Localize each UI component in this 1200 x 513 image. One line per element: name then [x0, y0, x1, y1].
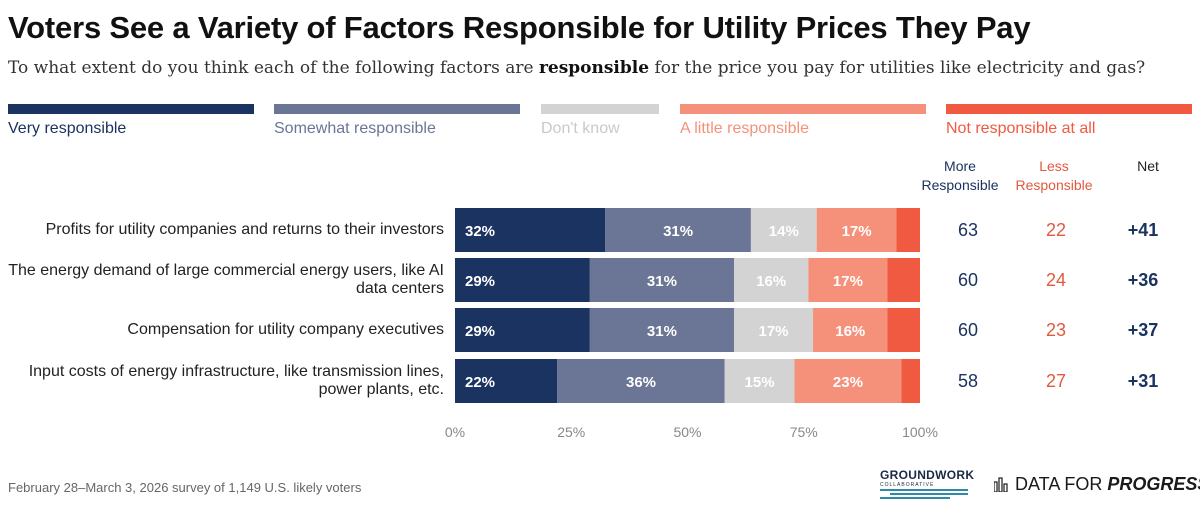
less-responsible-header: Less Responsible: [1015, 158, 1093, 193]
data-label: 32%: [465, 223, 495, 240]
page-title: Voters See a Variety of Factors Responsi…: [8, 10, 1031, 45]
less-responsible-value: 27: [1045, 371, 1067, 391]
x-tick-label: 50%: [673, 424, 701, 440]
net-value: +31: [1127, 371, 1159, 391]
legend-item: Don't know: [541, 104, 659, 144]
less-responsible-value: 23: [1045, 320, 1067, 340]
legend-label: Not responsible at all: [946, 120, 1096, 137]
legend-label: Somewhat responsible: [274, 120, 436, 137]
more-responsible-value: 63: [957, 220, 979, 240]
bar-segment: [887, 308, 920, 352]
data-label: 36%: [626, 374, 656, 391]
legend-label: A little responsible: [680, 120, 809, 137]
data-label: 17%: [759, 323, 789, 340]
legend-item: Not responsible at all: [946, 104, 1192, 144]
data-label: 16%: [835, 323, 865, 340]
data-for-progress-logo: DATA FOR PROGRESS: [993, 474, 1200, 495]
net-value: +36: [1127, 270, 1159, 290]
bar-chart-icon: [993, 477, 1008, 493]
groundwork-stripes-icon: [880, 489, 968, 499]
bar-segment: [589, 308, 734, 352]
more-responsible-value: 58: [957, 371, 979, 391]
data-label: 22%: [465, 374, 495, 391]
bar-segment: [455, 359, 558, 403]
legend-swatch: [946, 104, 1192, 114]
legend-item: A little responsible: [680, 104, 926, 144]
x-tick-label: 25%: [557, 424, 585, 440]
bar-segment: [455, 208, 606, 252]
data-label: 29%: [465, 323, 495, 340]
footer-note: February 28–March 3, 2026 survey of 1,14…: [8, 480, 362, 495]
more-responsible-header: More Responsible: [921, 158, 999, 193]
data-label: 31%: [647, 323, 677, 340]
legend-swatch: [541, 104, 659, 114]
bar-segment: [589, 258, 734, 302]
bar-segment: [734, 258, 809, 302]
data-label: 31%: [663, 223, 693, 240]
data-label: 17%: [842, 223, 872, 240]
legend-label: Very responsible: [8, 120, 127, 137]
bar-segment: [794, 359, 902, 403]
legend-label: Don't know: [541, 120, 620, 137]
row-label: Profits for utility companies and return…: [45, 221, 444, 238]
legend-item: Very responsible: [8, 104, 254, 144]
data-label: 15%: [745, 374, 775, 391]
bar-segment: [887, 258, 920, 302]
bar-segment: [813, 308, 888, 352]
less-responsible-value: 22: [1045, 220, 1067, 240]
net-value: +37: [1127, 320, 1159, 340]
legend-swatch: [8, 104, 254, 114]
legend-swatch: [680, 104, 926, 114]
groundwork-logo: GROUNDWORK COLLABORATIVE: [880, 468, 974, 500]
data-label: 17%: [833, 273, 863, 290]
data-label: 14%: [769, 223, 799, 240]
bar-segment: [455, 308, 590, 352]
bar-segment: [455, 258, 590, 302]
bar-segment: [808, 258, 888, 302]
row-label: The energy demand of large commercial en…: [8, 262, 444, 297]
x-tick-label: 75%: [790, 424, 818, 440]
bar-segment: [734, 308, 814, 352]
legend-item: Somewhat responsible: [274, 104, 520, 144]
x-tick-label: 100%: [902, 424, 938, 440]
less-responsible-value: 24: [1045, 270, 1067, 290]
bar-segment: [724, 359, 795, 403]
row-label: Compensation for utility company executi…: [127, 321, 444, 338]
bar-segment: [557, 359, 725, 403]
row-label: Input costs of energy infrastructure, li…: [28, 363, 444, 398]
data-label: 29%: [465, 273, 495, 290]
subtitle: To what extent do you think each of the …: [8, 58, 1146, 78]
bar-segment: [750, 208, 817, 252]
bar-segment: [896, 208, 920, 252]
legend-swatch: [274, 104, 520, 114]
bar-segment: [901, 359, 920, 403]
more-responsible-value: 60: [957, 320, 979, 340]
net-value: +41: [1127, 220, 1159, 240]
data-label: 23%: [833, 374, 863, 391]
bar-segment: [605, 208, 751, 252]
data-label: 31%: [647, 273, 677, 290]
data-label: 16%: [756, 273, 786, 290]
bar-segment: [816, 208, 897, 252]
more-responsible-value: 60: [957, 270, 979, 290]
net-header: Net: [1137, 158, 1159, 174]
x-tick-label: 0%: [445, 424, 465, 440]
